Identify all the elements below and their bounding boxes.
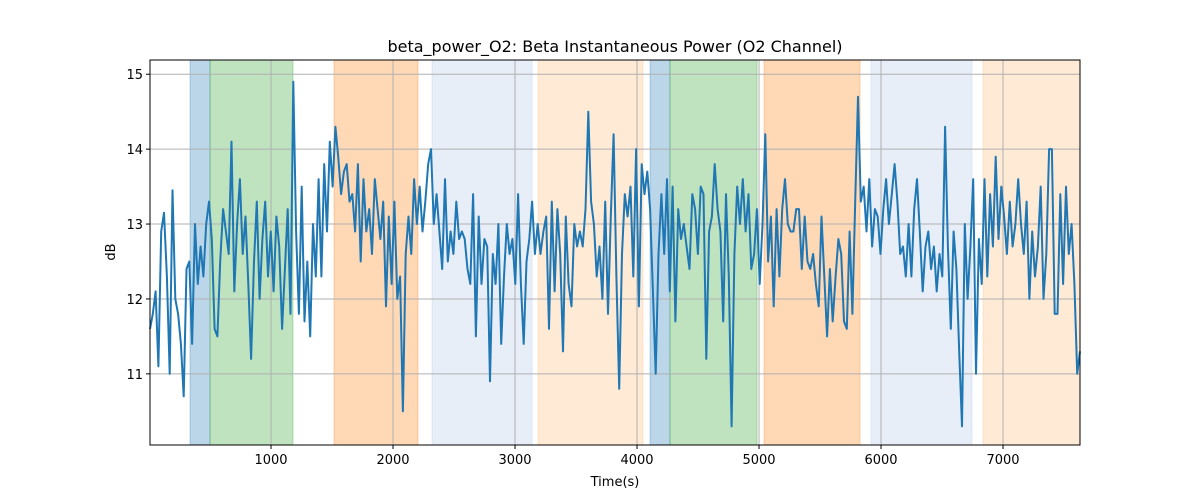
series — [149, 80, 1081, 428]
grid — [150, 60, 1080, 445]
shaded-span — [669, 59, 758, 446]
x-tick-label: 5000 — [742, 453, 775, 468]
shaded-span — [209, 59, 294, 446]
x-tick-label: 7000 — [986, 453, 1019, 468]
y-tick-label: 11 — [126, 368, 143, 383]
x-axis-label: Time(s) — [590, 475, 640, 490]
x-tick-label: 3000 — [498, 453, 531, 468]
x-tick-label: 6000 — [864, 453, 897, 468]
y-tick-label: 14 — [126, 143, 143, 158]
y-tick-label: 15 — [126, 68, 143, 83]
chart-title: beta_power_O2: Beta Instantaneous Power … — [387, 37, 842, 57]
y-axis-label: dB — [104, 243, 119, 260]
x-tick-label: 1000 — [254, 453, 287, 468]
x-tick-label: 4000 — [620, 453, 653, 468]
y-tick-label: 12 — [126, 293, 143, 308]
shaded-span — [649, 59, 671, 446]
plot-frame — [149, 59, 1081, 446]
y-tick-label: 13 — [126, 218, 143, 233]
x-tick-label: 2000 — [376, 453, 409, 468]
series-line — [149, 80, 1081, 428]
ticks: 1000 2000 3000 4000 5000 6000 7000 11 12 13 14 15 — [126, 68, 1019, 468]
